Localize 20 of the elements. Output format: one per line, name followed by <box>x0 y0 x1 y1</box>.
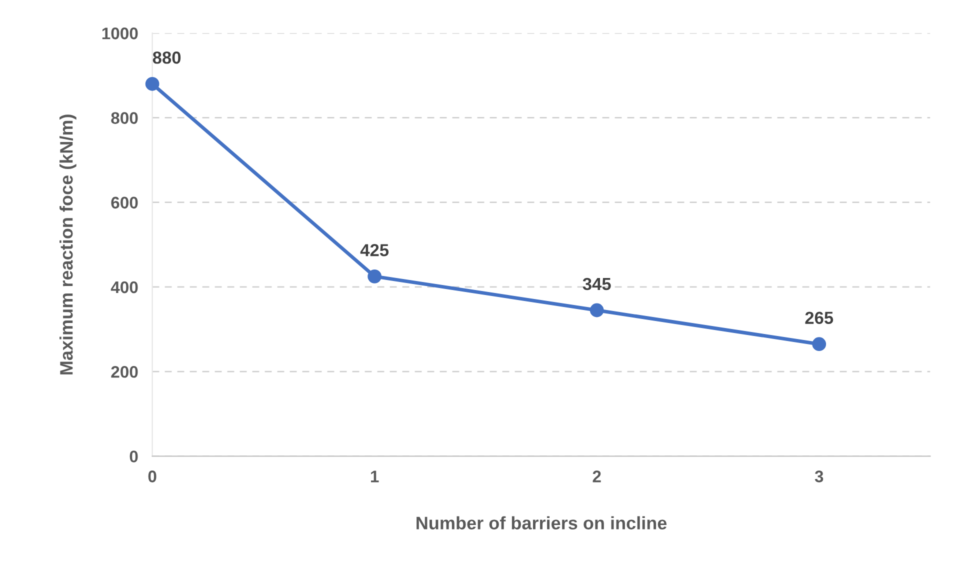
y-axis-title: Maximum reaction foce (kN/m) <box>60 114 76 374</box>
point <box>145 76 160 91</box>
y-tick-label: 400 <box>110 281 138 294</box>
y-tick-label: 200 <box>111 366 138 378</box>
x-tick-label: 1 <box>371 470 379 482</box>
x-axis-title: Number of barriers on incline <box>416 516 667 530</box>
point <box>590 303 604 318</box>
point <box>368 269 382 284</box>
data-label: 265 <box>805 312 834 324</box>
y-tick-label: 600 <box>111 196 138 209</box>
x-tick-label: 0 <box>148 470 156 482</box>
y-tick-label: 800 <box>111 112 138 124</box>
x-tick-label: 2 <box>592 470 601 482</box>
data-label: 345 <box>582 278 611 290</box>
y-tick-label: 1000 <box>102 28 138 40</box>
data-label: 425 <box>360 244 389 256</box>
point <box>812 337 826 352</box>
x-tick-label: 3 <box>814 470 824 482</box>
data-label: 880 <box>152 52 181 64</box>
y-tick-label: 0 <box>130 450 138 462</box>
